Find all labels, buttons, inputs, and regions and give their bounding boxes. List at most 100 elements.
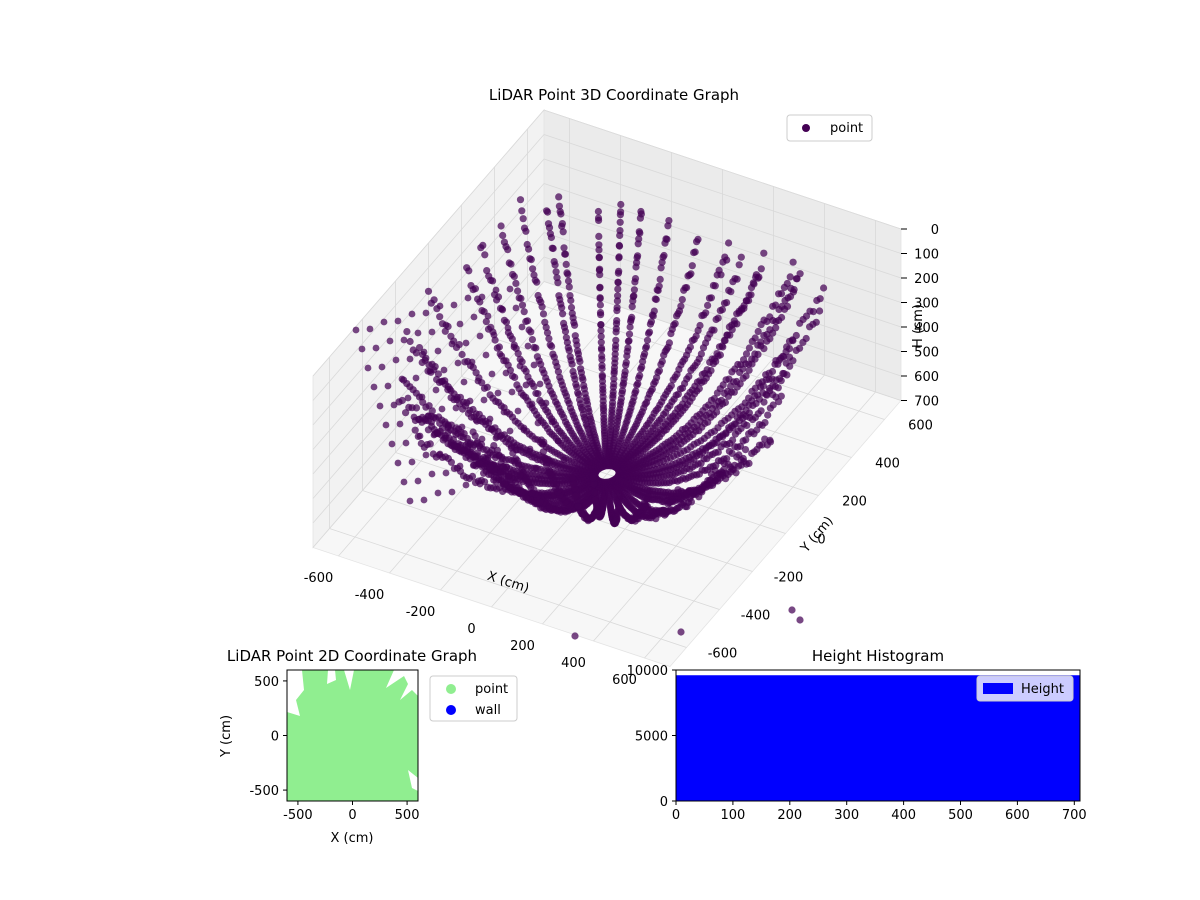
point-3d bbox=[597, 344, 606, 352]
point-3d bbox=[652, 295, 660, 304]
chart-3d-xtick: 0 bbox=[467, 622, 475, 637]
chart-hist-xtick: 500 bbox=[948, 808, 973, 823]
point-3d bbox=[816, 295, 824, 303]
point-3d bbox=[424, 412, 432, 420]
point-3d bbox=[786, 273, 794, 281]
point-3d bbox=[498, 305, 506, 313]
chart-hist-legend-box bbox=[976, 675, 1074, 702]
point-3d bbox=[508, 388, 516, 396]
point-3d bbox=[616, 227, 624, 235]
point-3d bbox=[427, 299, 435, 307]
grid-line bbox=[428, 414, 786, 534]
point-3d bbox=[758, 441, 766, 449]
point-3d bbox=[714, 448, 722, 456]
point-3d bbox=[703, 366, 711, 374]
point-3d bbox=[650, 307, 658, 315]
point-3d bbox=[755, 273, 763, 281]
point-3d bbox=[518, 207, 526, 215]
point-3d bbox=[769, 391, 777, 399]
chart-hist-ytick: 5000 bbox=[635, 730, 668, 745]
point-3d bbox=[510, 457, 518, 465]
chart-3d-ztick: 500 bbox=[914, 346, 939, 361]
point-3d bbox=[596, 284, 604, 292]
point-3d bbox=[458, 423, 466, 431]
chart-hist-xtick: 700 bbox=[1062, 808, 1087, 823]
point-3d bbox=[636, 229, 644, 237]
point-3d bbox=[470, 461, 478, 469]
point-3d bbox=[788, 606, 796, 614]
point-3d bbox=[424, 287, 433, 295]
point-3d bbox=[688, 262, 696, 270]
point-3d bbox=[492, 286, 500, 294]
point-3d bbox=[766, 313, 774, 321]
point-3d bbox=[400, 336, 408, 344]
point-3d bbox=[480, 396, 488, 404]
point-3d bbox=[717, 271, 725, 279]
point-3d bbox=[518, 301, 527, 309]
chart-2d-ylabel: Y (cm) bbox=[219, 715, 234, 758]
point-3d bbox=[422, 451, 430, 459]
point-3d bbox=[727, 288, 735, 296]
chart-2d-legend-label-point: point bbox=[475, 682, 508, 697]
point-3d bbox=[376, 402, 384, 410]
point-3d bbox=[647, 318, 656, 326]
point-3d bbox=[614, 292, 622, 300]
point-3d bbox=[394, 459, 402, 467]
point-3d bbox=[447, 332, 455, 340]
point-3d bbox=[745, 344, 754, 352]
point-3d bbox=[789, 258, 797, 266]
chart-3d-xtick: 400 bbox=[561, 656, 586, 671]
point-3d bbox=[775, 398, 783, 406]
point-3d bbox=[657, 264, 665, 272]
point-3d bbox=[402, 409, 410, 417]
point-3d bbox=[468, 358, 476, 366]
point-3d bbox=[504, 472, 512, 480]
point-3d bbox=[638, 363, 646, 371]
point-3d bbox=[642, 342, 651, 351]
point-3d bbox=[555, 202, 564, 210]
chart-2d-legend-marker-wall bbox=[446, 705, 456, 715]
point-3d bbox=[406, 497, 414, 505]
point-3d bbox=[757, 265, 765, 273]
point-3d bbox=[566, 292, 574, 300]
point-3d bbox=[505, 259, 513, 267]
point-3d bbox=[498, 453, 506, 461]
point-3d bbox=[545, 468, 553, 477]
point-3d bbox=[432, 386, 440, 394]
point-3d bbox=[528, 400, 536, 408]
point-3d bbox=[544, 220, 553, 228]
point-3d bbox=[500, 316, 508, 324]
point-3d bbox=[518, 465, 526, 473]
point-3d bbox=[595, 266, 604, 274]
point-3d bbox=[508, 372, 517, 380]
point-3d bbox=[419, 398, 427, 406]
point-3d bbox=[796, 344, 804, 352]
point-3d bbox=[665, 217, 673, 225]
point-3d bbox=[769, 401, 777, 409]
point-3d bbox=[532, 464, 540, 472]
point-3d bbox=[796, 616, 804, 624]
point-3d bbox=[766, 326, 774, 334]
point-3d bbox=[742, 436, 750, 444]
point-3d bbox=[742, 372, 750, 380]
point-3d bbox=[564, 277, 573, 285]
point-3d bbox=[548, 418, 556, 426]
chart-2d: LiDAR Point 2D Coordinate Graph -500 0 500… bbox=[219, 647, 518, 846]
point-3d bbox=[789, 357, 797, 365]
point-3d bbox=[358, 345, 366, 353]
point-3d bbox=[480, 469, 488, 477]
point-3d bbox=[380, 318, 388, 326]
point-3d bbox=[733, 377, 741, 386]
point-3d bbox=[660, 251, 668, 260]
chart-3d-ytick: -200 bbox=[774, 571, 804, 586]
point-3d bbox=[711, 282, 719, 290]
point-3d bbox=[595, 232, 603, 240]
chart-hist-xtick: 300 bbox=[834, 808, 859, 823]
point-3d bbox=[436, 450, 444, 458]
point-3d bbox=[741, 446, 750, 454]
chart-hist-ytick: 0 bbox=[660, 795, 668, 810]
point-3d bbox=[634, 380, 642, 388]
point-3d bbox=[723, 299, 731, 307]
grid-line bbox=[543, 134, 902, 254]
